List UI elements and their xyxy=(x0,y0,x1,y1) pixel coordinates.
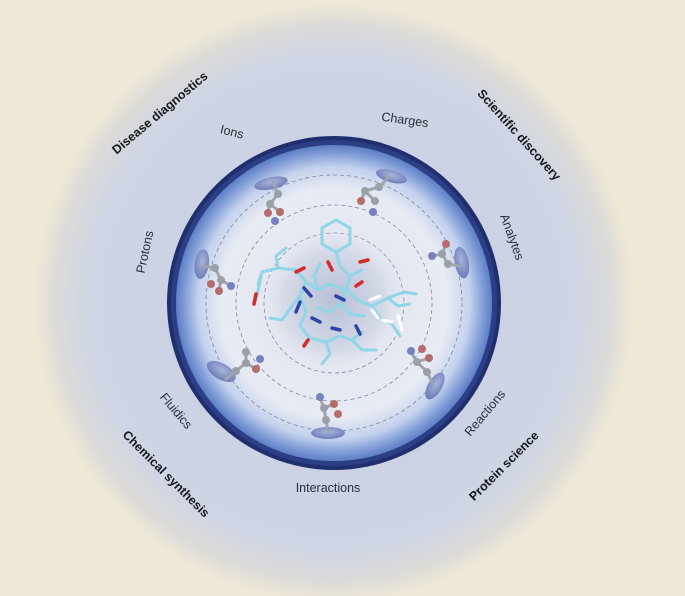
label-interactions: Interactions xyxy=(296,481,361,495)
pad xyxy=(425,372,445,400)
pad xyxy=(254,176,288,191)
peptide-structure xyxy=(252,218,418,366)
molecule-bottom-right xyxy=(407,345,445,400)
pad xyxy=(311,427,345,439)
molecule-bottom xyxy=(311,393,345,439)
molecule-bottom-left xyxy=(206,348,264,383)
label-ions: Ions xyxy=(219,122,245,141)
molecule-right xyxy=(428,240,470,279)
dashed-circle-middle xyxy=(235,204,433,402)
molecule-top-right xyxy=(357,169,407,216)
pad xyxy=(454,246,470,279)
molecule-top-left xyxy=(254,176,288,225)
dashed-circle-outer xyxy=(205,174,463,432)
pad xyxy=(194,249,210,279)
core-shading xyxy=(262,228,406,372)
pad xyxy=(375,169,407,184)
label-charges: Charges xyxy=(381,110,430,130)
molecule-left xyxy=(194,249,235,295)
